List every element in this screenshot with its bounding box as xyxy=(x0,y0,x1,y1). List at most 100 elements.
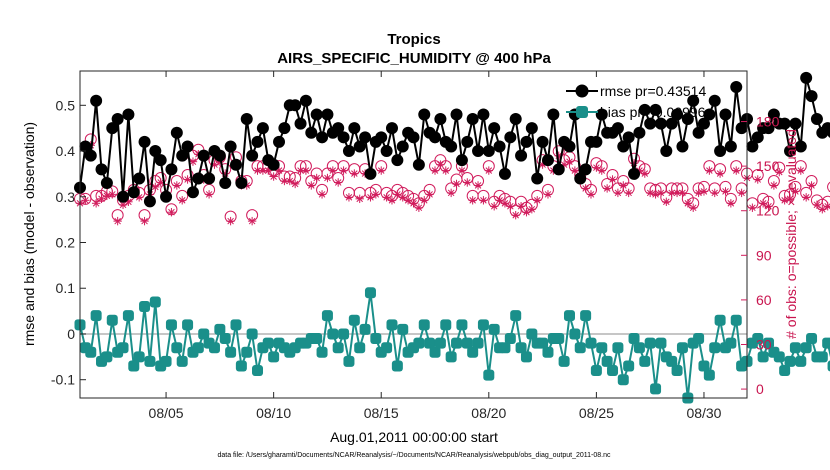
x-tick-label: 08/30 xyxy=(686,405,721,421)
rmse-point xyxy=(348,122,361,135)
obs-evaluated-point xyxy=(441,166,450,175)
obs-evaluated-point xyxy=(108,190,117,199)
rmse-point xyxy=(186,186,199,199)
x-tick-label: 08/25 xyxy=(579,405,614,421)
rmse-point xyxy=(316,131,329,144)
obs-evaluated-point xyxy=(339,166,348,175)
obs-evaluated-point xyxy=(689,203,698,212)
rmse-point xyxy=(541,154,554,167)
series-bias xyxy=(74,287,830,404)
obs-evaluated-point xyxy=(457,166,467,175)
obs-evaluated-point xyxy=(484,166,494,175)
bias-point xyxy=(424,337,436,349)
bias-point xyxy=(488,323,500,335)
rmse-point xyxy=(380,145,393,158)
bias-point xyxy=(171,342,183,354)
bias-point xyxy=(763,337,775,349)
obs-evaluated-point xyxy=(699,187,709,196)
rmse-point xyxy=(472,145,485,158)
rmse-point xyxy=(767,108,780,121)
rmse-point xyxy=(170,126,183,139)
obs-evaluated-point xyxy=(678,188,687,198)
rmse-point xyxy=(213,149,226,162)
rmse-point xyxy=(676,140,689,153)
bias-point xyxy=(773,351,785,363)
rmse-point xyxy=(434,113,447,126)
obs-evaluated-point xyxy=(511,210,520,220)
obs-evaluated-point xyxy=(624,188,633,198)
rmse-point xyxy=(391,154,404,167)
rmse-point xyxy=(84,149,97,162)
rmse-point xyxy=(224,140,237,153)
obs-evaluated-point xyxy=(597,166,606,175)
rmse-point xyxy=(509,113,522,126)
rmse-point xyxy=(520,135,533,148)
x-tick-label: 08/20 xyxy=(471,405,506,421)
y-tick-label: 0.3 xyxy=(56,189,76,205)
obs-evaluated-point xyxy=(613,188,623,198)
obs-evaluated-point xyxy=(807,181,816,190)
rmse-point xyxy=(515,149,528,162)
rmse-point xyxy=(375,131,388,144)
obs-evaluated-point xyxy=(753,175,762,184)
obs-evaluated-point xyxy=(113,216,122,226)
rmse-point xyxy=(547,108,560,121)
rmse-point xyxy=(488,122,501,135)
bias-point xyxy=(709,342,721,354)
rmse-point xyxy=(219,177,232,190)
bias-point xyxy=(311,333,323,345)
bias-point xyxy=(666,355,678,367)
series-obs-evaluated xyxy=(75,141,830,226)
rmse-point xyxy=(638,103,651,116)
rmse-point xyxy=(299,94,312,107)
bias-point xyxy=(418,319,430,331)
rmse-point xyxy=(735,122,748,135)
obs-evaluated-point xyxy=(387,196,397,205)
obs-evaluated-point xyxy=(91,199,101,208)
rmse-point xyxy=(117,190,130,203)
rmse-point xyxy=(359,131,372,144)
bias-point xyxy=(779,365,791,377)
obs-evaluated-point xyxy=(662,197,671,206)
rmse-point xyxy=(229,158,242,171)
rmse-point xyxy=(692,126,705,139)
obs-evaluated-point xyxy=(156,178,165,187)
y-tick-label: 0.1 xyxy=(56,280,76,296)
obs-evaluated-point xyxy=(506,202,515,211)
obs-evaluated-point xyxy=(178,196,187,205)
bias-point xyxy=(445,351,457,363)
obs-evaluated-point xyxy=(705,166,714,175)
obs-evaluated-point xyxy=(732,166,741,175)
bias-point xyxy=(612,342,624,354)
obs-evaluated-point xyxy=(307,181,316,190)
bias-point xyxy=(461,337,473,349)
y-right-tick-label: 150 xyxy=(756,158,780,174)
obs-evaluated-point xyxy=(290,179,300,189)
obs-evaluated-point xyxy=(414,203,424,212)
bias-point xyxy=(639,355,651,367)
obs-evaluated-point xyxy=(570,166,580,175)
rmse-point xyxy=(784,145,797,158)
bias-point xyxy=(149,296,161,308)
rmse-point xyxy=(133,172,146,185)
rmse-point xyxy=(100,177,113,190)
bias-point xyxy=(440,319,452,331)
obs-evaluated-point xyxy=(204,190,214,199)
bias-point xyxy=(246,328,258,340)
bias-point xyxy=(504,333,516,345)
obs-evaluated-point xyxy=(656,188,666,198)
bias-point xyxy=(574,342,586,354)
rmse-point xyxy=(364,167,377,180)
bias-point xyxy=(90,310,102,322)
y-axis-ticks: -0.1 0 0.1 0.2 0.3 0.4 0.5 xyxy=(51,97,86,388)
rmse-point xyxy=(628,167,641,180)
bias-point xyxy=(730,314,742,326)
obs-evaluated-point xyxy=(737,188,746,198)
bias-point xyxy=(510,310,522,322)
bias-point xyxy=(122,310,134,322)
bias-point xyxy=(381,342,393,354)
obs-evaluated-point xyxy=(489,202,499,211)
rmse-point xyxy=(181,140,194,153)
bias-point xyxy=(165,319,177,331)
